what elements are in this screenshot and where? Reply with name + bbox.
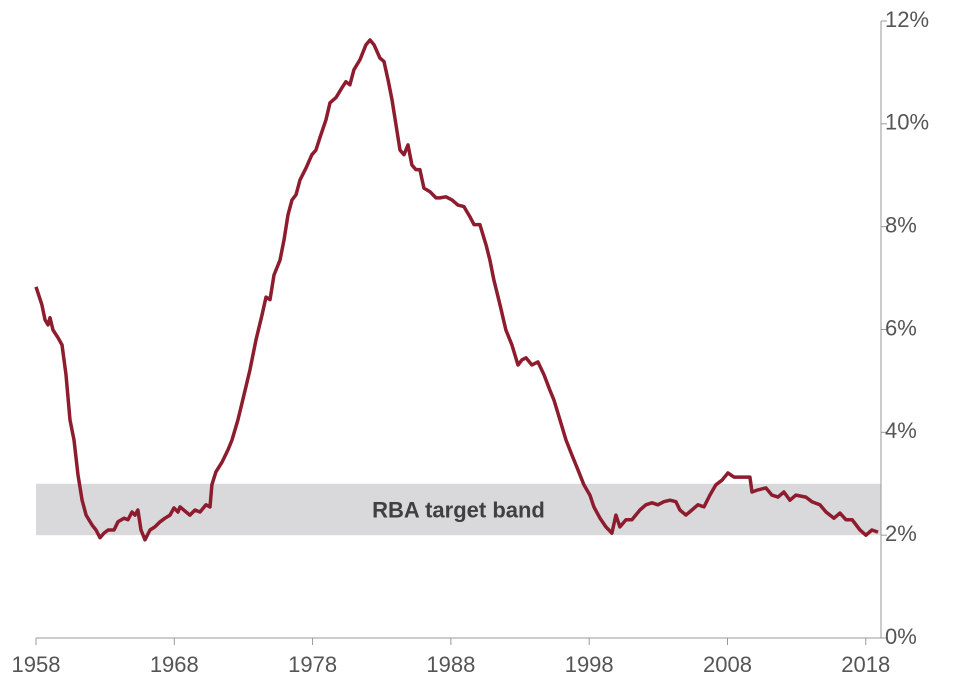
x-tick-label: 1978	[288, 652, 337, 677]
x-tick-label: 2018	[841, 652, 890, 677]
band-label: RBA target band	[372, 497, 545, 522]
x-tick-label: 1988	[426, 652, 475, 677]
x-tick-label: 1968	[150, 652, 199, 677]
y-tick-label: 4%	[885, 418, 917, 443]
x-tick-label: 1958	[12, 652, 61, 677]
y-tick-label: 12%	[885, 7, 929, 32]
y-tick-label: 0%	[885, 624, 917, 649]
x-tick-label: 2008	[703, 652, 752, 677]
y-tick-label: 6%	[885, 315, 917, 340]
x-tick-label: 1998	[565, 652, 614, 677]
series-line	[34, 38, 879, 542]
y-tick-label: 2%	[885, 521, 917, 546]
y-tick-label: 8%	[885, 212, 917, 237]
y-tick-label: 10%	[885, 110, 929, 135]
